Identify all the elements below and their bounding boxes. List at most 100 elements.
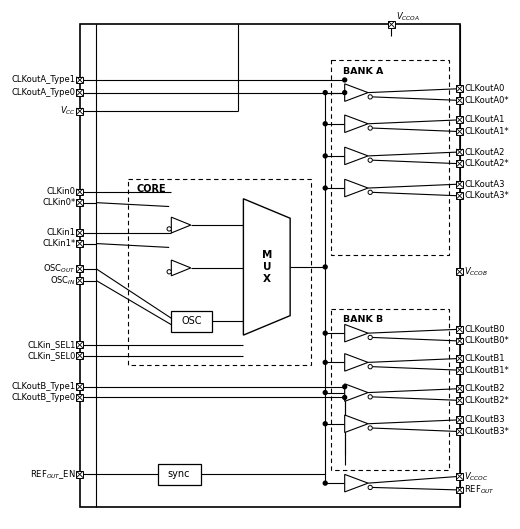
- Circle shape: [368, 426, 372, 430]
- Polygon shape: [345, 353, 368, 371]
- Text: BANK B: BANK B: [343, 315, 383, 324]
- Text: OSC$_{OUT}$: OSC$_{OUT}$: [43, 262, 76, 275]
- Text: CLKoutA3*: CLKoutA3*: [464, 191, 509, 200]
- Circle shape: [323, 331, 327, 335]
- Text: CORE: CORE: [136, 184, 166, 194]
- Text: CLKin0: CLKin0: [47, 187, 76, 196]
- Bar: [76, 471, 83, 478]
- Text: CLKin_SEL1: CLKin_SEL1: [28, 340, 76, 349]
- Polygon shape: [345, 415, 368, 433]
- Text: CLKoutB3: CLKoutB3: [464, 415, 505, 424]
- Text: CLKin1: CLKin1: [47, 229, 76, 238]
- Circle shape: [167, 270, 171, 274]
- Polygon shape: [345, 324, 368, 342]
- Bar: [456, 193, 463, 199]
- Text: $V_{CCOC}$: $V_{CCOC}$: [464, 470, 489, 482]
- Circle shape: [368, 126, 372, 130]
- Text: CLKoutA_Type0: CLKoutA_Type0: [12, 88, 76, 97]
- Bar: [331, 309, 449, 470]
- Polygon shape: [171, 217, 191, 233]
- Polygon shape: [345, 384, 368, 402]
- Polygon shape: [171, 260, 191, 276]
- Bar: [76, 266, 83, 272]
- Circle shape: [323, 154, 327, 158]
- Bar: [76, 199, 83, 206]
- Text: REF$_{OUT}$_EN: REF$_{OUT}$_EN: [30, 468, 76, 481]
- Text: CLKoutB0: CLKoutB0: [464, 325, 505, 334]
- Circle shape: [368, 190, 372, 195]
- Circle shape: [368, 335, 372, 340]
- Text: CLKin_SEL0: CLKin_SEL0: [28, 351, 76, 360]
- Bar: [76, 89, 83, 96]
- Text: CLKoutA0: CLKoutA0: [464, 84, 505, 93]
- Bar: [76, 394, 83, 401]
- Polygon shape: [345, 147, 368, 165]
- Bar: [456, 326, 463, 333]
- Circle shape: [167, 227, 171, 231]
- Text: CLKoutA_Type1: CLKoutA_Type1: [12, 76, 76, 85]
- Text: CLKoutA0*: CLKoutA0*: [464, 96, 509, 105]
- Circle shape: [368, 95, 372, 99]
- Text: $V_{CC}$: $V_{CC}$: [60, 105, 76, 117]
- Text: CLKoutA2*: CLKoutA2*: [464, 159, 509, 168]
- Polygon shape: [345, 84, 368, 102]
- Text: $V_{CCOB}$: $V_{CCOB}$: [464, 266, 489, 278]
- Bar: [456, 128, 463, 135]
- Bar: [76, 230, 83, 236]
- Circle shape: [343, 90, 347, 95]
- Text: CLKin0*: CLKin0*: [43, 198, 76, 207]
- Bar: [456, 367, 463, 373]
- Text: OSC: OSC: [181, 316, 202, 326]
- Circle shape: [323, 390, 327, 395]
- Text: M
U
X: M U X: [262, 250, 272, 284]
- Bar: [76, 240, 83, 247]
- Bar: [456, 85, 463, 92]
- Bar: [80, 24, 460, 507]
- Bar: [388, 21, 395, 28]
- Text: CLKoutB_Type1: CLKoutB_Type1: [12, 382, 76, 391]
- Polygon shape: [345, 115, 368, 133]
- Bar: [456, 268, 463, 275]
- Text: CLKoutB0*: CLKoutB0*: [464, 336, 509, 345]
- Bar: [76, 341, 83, 348]
- Circle shape: [343, 78, 347, 82]
- Text: CLKoutB_Type0: CLKoutB_Type0: [12, 393, 76, 402]
- Bar: [76, 352, 83, 359]
- Circle shape: [343, 385, 347, 389]
- Circle shape: [323, 481, 327, 485]
- Bar: [456, 355, 463, 362]
- Circle shape: [368, 395, 372, 399]
- Bar: [76, 277, 83, 284]
- Circle shape: [323, 265, 327, 269]
- Circle shape: [323, 122, 327, 126]
- Bar: [76, 188, 83, 195]
- Text: CLKoutB1: CLKoutB1: [464, 354, 505, 363]
- Text: CLKoutA1: CLKoutA1: [464, 115, 505, 124]
- Bar: [171, 311, 212, 332]
- Polygon shape: [243, 199, 290, 335]
- Text: CLKoutB3*: CLKoutB3*: [464, 427, 510, 436]
- Circle shape: [323, 186, 327, 190]
- Circle shape: [343, 396, 347, 399]
- Circle shape: [368, 158, 372, 162]
- Bar: [76, 108, 83, 114]
- Circle shape: [368, 364, 372, 369]
- Bar: [456, 149, 463, 156]
- Bar: [456, 181, 463, 188]
- Bar: [128, 179, 310, 366]
- Text: CLKoutA3: CLKoutA3: [464, 180, 505, 189]
- Text: CLKoutB1*: CLKoutB1*: [464, 366, 509, 375]
- Circle shape: [368, 485, 372, 489]
- Circle shape: [323, 360, 327, 364]
- Text: CLKoutB2*: CLKoutB2*: [464, 396, 509, 405]
- Text: REF$_{OUT}$: REF$_{OUT}$: [464, 484, 496, 496]
- Bar: [456, 338, 463, 344]
- Bar: [456, 116, 463, 123]
- Bar: [456, 487, 463, 494]
- Bar: [456, 397, 463, 404]
- Bar: [456, 473, 463, 480]
- Bar: [158, 464, 201, 485]
- Circle shape: [323, 90, 327, 95]
- Polygon shape: [345, 179, 368, 197]
- Bar: [456, 416, 463, 423]
